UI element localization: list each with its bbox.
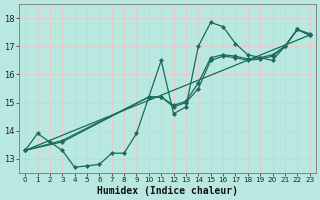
X-axis label: Humidex (Indice chaleur): Humidex (Indice chaleur) <box>97 186 238 196</box>
